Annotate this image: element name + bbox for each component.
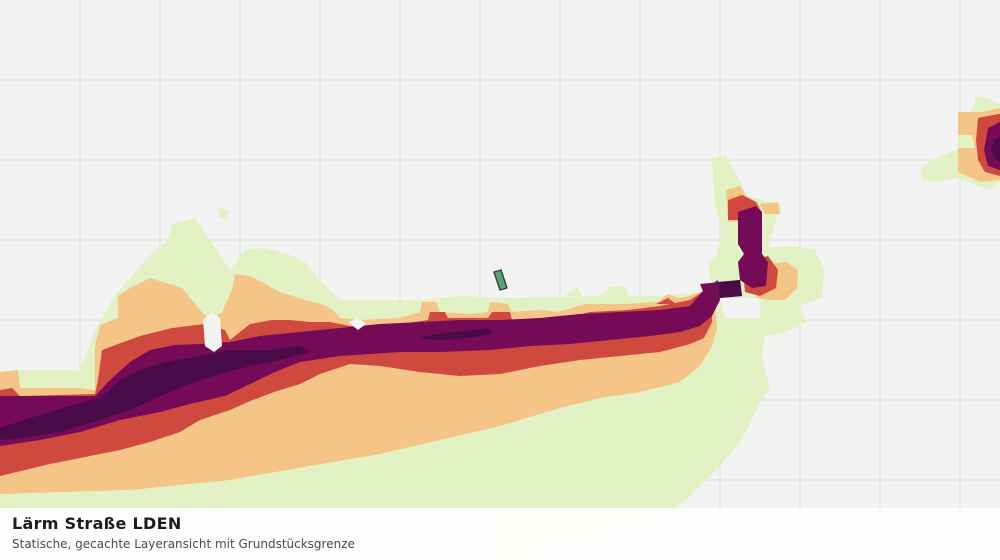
map-voids: [203, 298, 760, 352]
layer-subtitle: Statische, gecachte Layeransicht mit Gru…: [12, 537, 355, 551]
layer-caption: Lärm Straße LDEN Statische, gecachte Lay…: [0, 508, 1000, 560]
parcel-boundary[interactable]: [493, 269, 508, 291]
noise-zone-level-5: [0, 136, 1000, 440]
layer-title: Lärm Straße LDEN: [12, 514, 182, 533]
